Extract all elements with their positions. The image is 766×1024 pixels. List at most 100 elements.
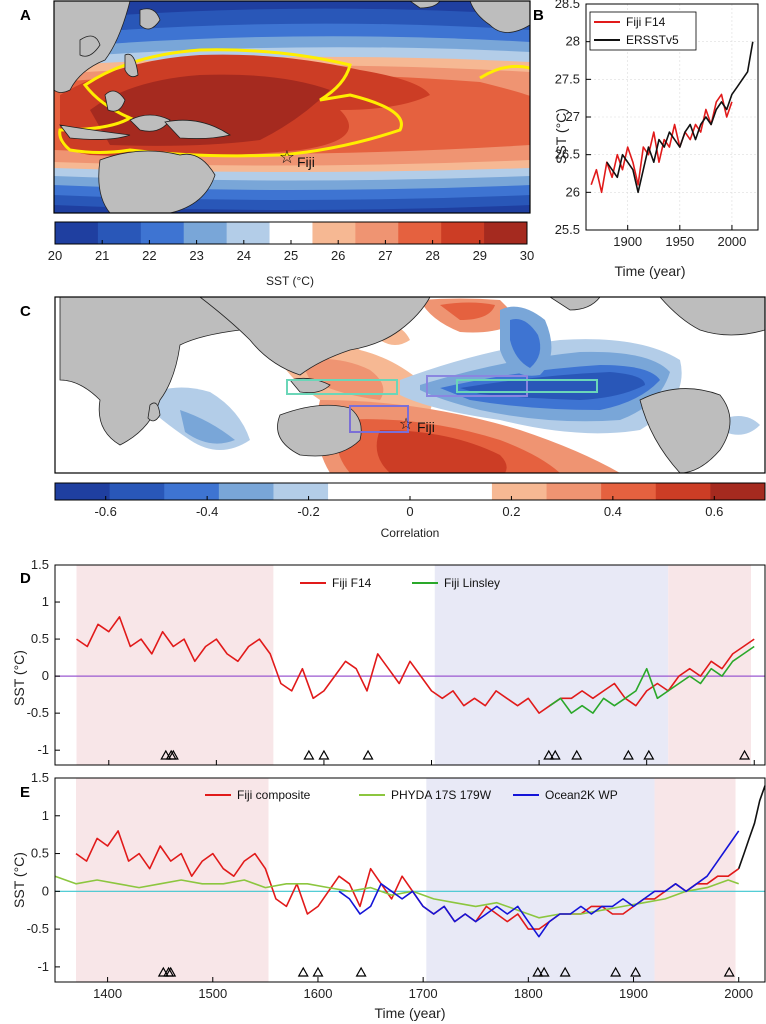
panel-label-c: C (20, 303, 31, 320)
region-box (286, 379, 398, 395)
colorbar-tick-label: 22 (142, 248, 156, 263)
colorbar-tick-label: 27 (378, 248, 392, 263)
y-tick-label: -1 (37, 959, 49, 974)
fiji-label-c: Fiji (417, 419, 435, 435)
colorbar-cell (218, 483, 274, 500)
colorbar-tick-label: 25 (284, 248, 298, 263)
y-tick-label: 26 (566, 184, 580, 199)
y-tick-label: 27.5 (555, 71, 580, 86)
event-marker (723, 966, 735, 977)
x-tick-label: 1950 (665, 234, 694, 249)
region-box (426, 375, 528, 397)
shaded-period (668, 565, 752, 765)
colorbar-tick-label: -0.6 (95, 504, 117, 519)
event-marker (559, 966, 571, 977)
x-tick-label: 1600 (304, 986, 333, 1001)
colorbar-tick-label: 0.4 (604, 504, 622, 519)
colorbar-cell (484, 222, 528, 244)
panel-b-ylabel: SST (°C) (553, 108, 569, 164)
event-marker (630, 966, 642, 977)
map-a-frame (53, 0, 531, 214)
event-marker (318, 749, 330, 760)
event-marker (297, 966, 309, 977)
sst-map (54, 1, 530, 213)
colorbar-cell (109, 483, 165, 500)
colorbar-correlation-label: Correlation (381, 526, 440, 540)
event-marker (167, 749, 179, 760)
colorbar-tick-label: 0 (406, 504, 413, 519)
shaded-period (434, 565, 669, 765)
colorbar-cell (491, 483, 547, 500)
colorbar-cell (273, 483, 329, 500)
x-tick-label: 1800 (514, 986, 543, 1001)
colorbar-tick-label: 23 (189, 248, 203, 263)
panel-b-timeseries: 1900 1950 2000 25.5 26 26.5 27 27.5 28 28.5 Fiji F… (555, 0, 759, 249)
colorbar-tick-label: -0.2 (297, 504, 319, 519)
shaded-period (76, 565, 274, 765)
event-marker (538, 966, 550, 977)
event-marker (160, 749, 172, 760)
colorbar-tick-label: 21 (95, 248, 109, 263)
colorbar-cell (183, 222, 228, 244)
colorbar-cell (601, 483, 657, 500)
legend-entry: ERSSTv5 (626, 33, 679, 47)
panel-label-a: A (20, 7, 31, 24)
x-tick-label: 1400 (93, 986, 122, 1001)
event-marker (312, 966, 324, 977)
colorbar-tick-label: -0.4 (196, 504, 218, 519)
region-box (349, 405, 409, 433)
legend-box (589, 11, 697, 51)
colorbar-tick-label: 0.2 (502, 504, 520, 519)
colorbar-cell (546, 483, 602, 500)
colorbar-tick-label: 28 (425, 248, 439, 263)
colorbar-tick-label: 30 (520, 248, 534, 263)
event-marker (165, 966, 177, 977)
shaded-period (654, 778, 736, 982)
y-tick-label: 1.5 (31, 770, 49, 785)
series-line (549, 645, 755, 714)
colorbar-cell (312, 222, 356, 244)
series-line (54, 875, 739, 919)
colorbar-cell (655, 483, 711, 500)
y-tick-label: 25.5 (555, 222, 580, 237)
fiji-label-a: Fiji (297, 154, 315, 170)
event-marker (543, 749, 555, 760)
event-marker (355, 966, 367, 977)
x-tick-label: 1900 (619, 986, 648, 1001)
panel-d-ylabel: SST (°C) (11, 650, 27, 706)
colorbar-cell (398, 222, 442, 244)
event-marker (303, 749, 315, 760)
series-line (76, 616, 755, 714)
x-tick-label: 1700 (409, 986, 438, 1001)
panel-e-ylabel: SST (°C) (11, 852, 27, 908)
y-tick-label: -0.5 (27, 921, 49, 936)
y-tick-label: 1.5 (31, 557, 49, 572)
y-tick-label: 0.5 (31, 631, 49, 646)
colorbar-tick-label: 29 (473, 248, 487, 263)
panel-label-b: B (533, 7, 544, 24)
event-marker (549, 749, 561, 760)
event-marker (157, 966, 169, 977)
colorbar-cell (441, 222, 485, 244)
y-tick-label: 28.5 (555, 0, 580, 11)
y-tick-label: -1 (37, 742, 49, 757)
star-icon: ☆ (279, 147, 295, 167)
colorbar-cell (328, 483, 384, 500)
series-line (606, 41, 754, 194)
legend-entry: Fiji F14 (626, 15, 666, 29)
colorbar-cell (710, 483, 766, 500)
star-icon: ☆ (399, 416, 413, 433)
panel-label-d: D (20, 570, 31, 587)
colorbar-cell (437, 483, 493, 500)
event-marker (610, 966, 622, 977)
panel-d-timeseries: -1 -0.5 0 0.5 1 1.5 Fiji F14 Fiji Linsley (27, 557, 766, 766)
panel-e-xlabel: Time (year) (374, 1005, 445, 1021)
x-tick-label: 1500 (198, 986, 227, 1001)
colorbar-cell (97, 222, 142, 244)
legend-entry: Ocean2K WP (545, 788, 618, 802)
y-tick-label: 0 (42, 883, 49, 898)
colorbar-sst-label: SST (°C) (266, 274, 314, 288)
panel-b-xlabel: Time (year) (614, 263, 685, 279)
event-marker (532, 966, 544, 977)
